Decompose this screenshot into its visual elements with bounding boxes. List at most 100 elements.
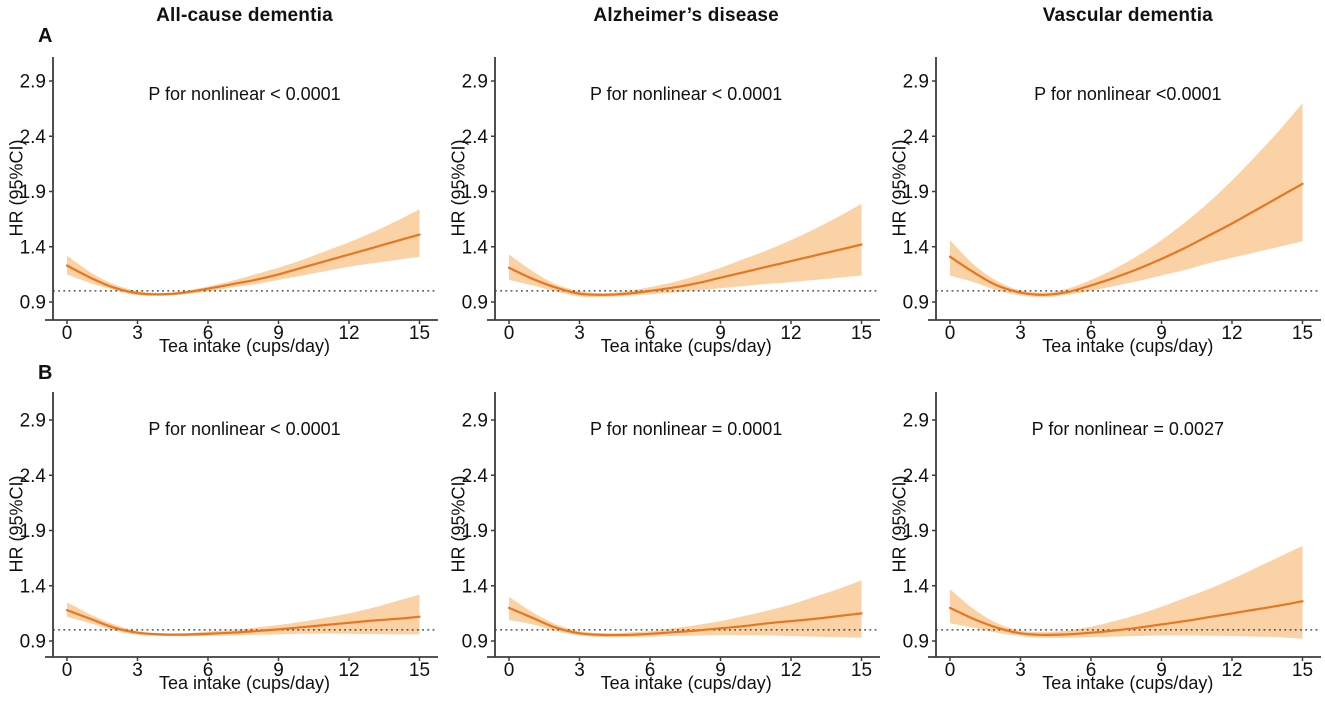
hr-curve [949,600,1304,637]
x-tick-label: 12 [338,660,359,681]
x-tick-label: 0 [945,660,956,681]
x-tick-label: 6 [1086,660,1097,681]
confidence-band [66,209,420,297]
y-tick-label: 1.4 [20,576,46,597]
x-tick-label: 12 [1222,323,1243,344]
hr-curve [65,233,421,296]
y-tick-label: 1.4 [903,237,929,258]
y-tick-label: 2.4 [903,127,929,148]
x-tick-label: 0 [62,323,73,344]
confidence-band [66,594,420,637]
y-tick-label: 2.4 [20,466,46,487]
p-nonlinear-label: P for nonlinear < 0.0001 [589,84,783,104]
panel-b-vascular-dementia: P for nonlinear = 0.0027 HR (95%CI) Tea … [883,351,1325,702]
x-tick-label: 9 [715,660,726,681]
section-label-b: B [38,362,53,384]
p-nonlinear-label: P for nonlinear <0.0001 [1034,84,1222,104]
x-tick-label: 15 [409,323,430,344]
x-tick-label: 15 [409,660,430,681]
y-tick-label: 1.9 [461,521,487,542]
x-tick-label: 9 [1157,660,1168,681]
p-nonlinear-label: P for nonlinear < 0.0001 [148,84,341,104]
x-tick-label: 3 [574,323,585,344]
x-tick-label: 12 [780,323,801,344]
x-tick-label: 15 [851,323,872,344]
x-tick-label: 3 [574,660,585,681]
column-title: All-cause dementia [156,5,333,26]
x-tick-label: 15 [1292,323,1313,344]
y-tick-label: 1.4 [903,576,929,597]
y-tick-label: 2.4 [903,466,929,487]
y-tick-label: 1.9 [20,521,46,542]
y-tick-label: 2.4 [461,127,488,148]
x-axis-title: Tea intake (cups/day) [1042,336,1214,356]
column-title: Alzheimer’s disease [593,5,779,26]
y-tick-label: 0.9 [461,632,487,653]
x-tick-label: 9 [715,323,726,344]
x-axis-title: Tea intake (cups/day) [158,673,331,693]
y-tick-label: 1.4 [20,237,46,258]
panel-a-vascular-dementia: Vascular dementia P for nonlinear <0.000… [883,0,1325,356]
y-tick-label: 2.4 [20,127,46,148]
spline-chart: 0.9 1.4 1.9 2.4 2.9 0 3 6 9 12 15 [461,392,880,681]
y-tick-label: 0.9 [903,631,929,652]
hr-curve [507,243,863,296]
x-tick-label: 3 [132,660,143,681]
y-tick-label: 1.9 [903,182,929,203]
hr-curve [949,182,1304,296]
panel-b-alzheimers-disease: P for nonlinear = 0.0001 HR (95%CI) Tea … [442,351,884,702]
section-label-a: A [38,25,53,47]
x-tick-label: 6 [203,323,214,344]
x-tick-label: 15 [1292,660,1313,681]
x-tick-label: 9 [273,660,284,681]
spline-chart: 0.9 1.4 1.9 2.4 2.9 0 3 6 9 12 15 [461,57,880,344]
p-nonlinear-label: P for nonlinear < 0.0001 [148,419,341,439]
x-tick-label: 12 [1222,660,1243,681]
confidence-band [950,103,1303,298]
y-tick-label: 2.9 [461,72,487,93]
spline-chart: 0.9 1.4 1.9 2.4 2.9 0 3 6 9 12 15 [903,57,1322,344]
x-tick-label: 3 [1016,660,1027,681]
spline-chart: 0.9 1.4 1.9 2.4 2.9 0 3 6 9 12 15 [20,392,438,681]
y-tick-label: 1.4 [461,576,488,597]
y-tick-label: 2.9 [20,410,46,431]
x-tick-label: 6 [644,660,655,681]
hr-curve [65,609,421,636]
x-tick-label: 6 [1086,323,1097,344]
x-tick-label: 0 [503,660,514,681]
x-tick-label: 9 [1157,323,1168,344]
y-tick-label: 1.4 [461,237,488,258]
x-tick-label: 12 [338,323,359,344]
y-tick-label: 0.9 [903,292,929,313]
y-tick-label: 1.9 [461,182,487,203]
x-axis-title: Tea intake (cups/day) [1042,673,1214,693]
x-tick-label: 3 [132,323,143,344]
column-title: Vascular dementia [1042,5,1213,26]
y-tick-label: 0.9 [20,292,46,313]
spline-chart: 0.9 1.4 1.9 2.4 2.9 0 3 6 9 12 15 [903,392,1322,681]
y-tick-label: 1.9 [903,521,929,542]
x-tick-label: 12 [780,660,801,681]
x-axis-title: Tea intake (cups/day) [600,673,772,693]
x-tick-label: 6 [644,323,655,344]
x-tick-label: 0 [945,323,956,344]
x-tick-label: 0 [62,660,73,681]
y-tick-label: 2.9 [903,410,929,431]
x-axis-title: Tea intake (cups/day) [158,336,331,356]
x-tick-label: 0 [503,323,514,344]
x-tick-label: 6 [203,660,214,681]
hr-curve [507,606,863,637]
panel-a-alzheimers-disease: Alzheimer’s disease P for nonlinear < 0.… [442,0,884,356]
panel-a-all-cause-dementia: All-cause dementia A P for nonlinear < 0… [0,0,442,356]
y-tick-label: 2.4 [461,466,488,487]
y-tick-label: 0.9 [20,631,46,652]
y-tick-label: 2.9 [903,71,929,92]
x-tick-label: 3 [1016,323,1027,344]
confidence-band [508,203,862,298]
y-tick-label: 2.9 [20,71,46,92]
panel-b-all-cause-dementia: B P for nonlinear < 0.0001 HR (95%CI) Te… [0,351,442,702]
confidence-band [950,546,1303,639]
x-tick-label: 15 [851,660,872,681]
